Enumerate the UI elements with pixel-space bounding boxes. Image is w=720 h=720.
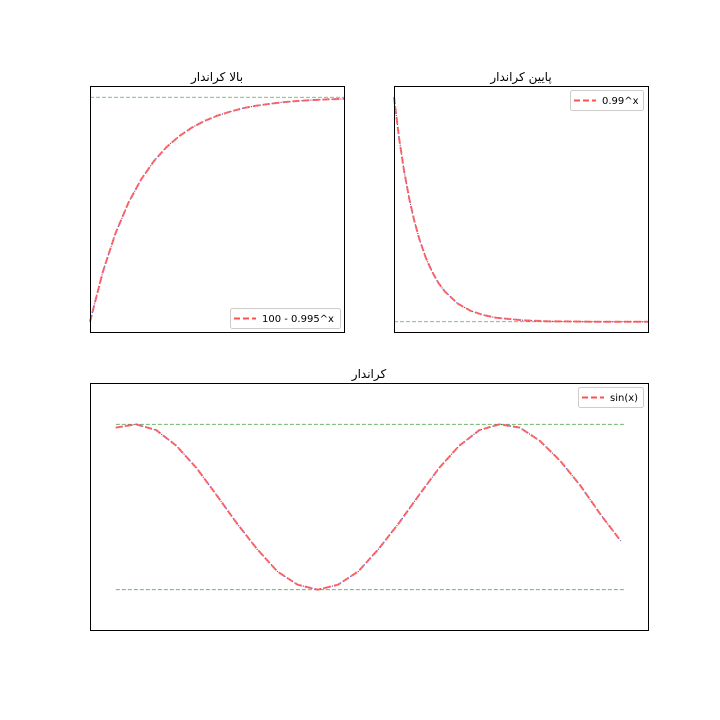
legend-bounded: sin(x) [579, 388, 644, 408]
title-upper-bounded: بالا کراندار [190, 70, 243, 85]
legend-label: sin(x) [610, 393, 638, 404]
title-bounded: کراندار [351, 367, 387, 382]
legend-label: 0.99^x [602, 96, 639, 107]
legend-label: 100 - 0.995^x [262, 314, 334, 325]
legend-upper-bounded: 100 - 0.995^x [231, 309, 341, 329]
title-lower-bounded: پایین کراندار [489, 70, 551, 85]
legend-lower-bounded: 0.99^x [571, 91, 644, 111]
